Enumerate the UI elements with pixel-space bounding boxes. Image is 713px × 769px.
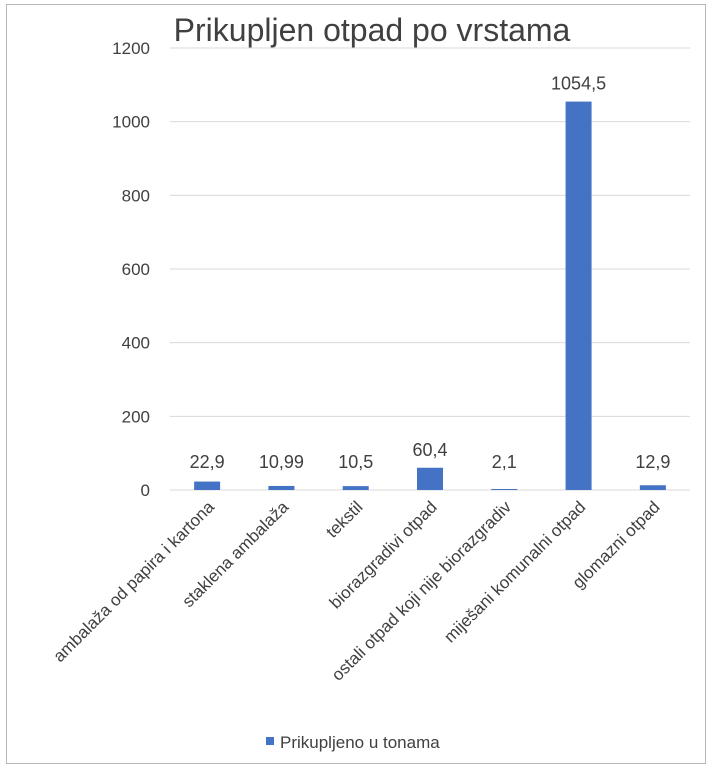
bar	[417, 468, 443, 490]
legend-label: Prikupljeno u tonama	[280, 733, 440, 752]
x-tick-label: miješani komunalni otpad	[440, 497, 589, 646]
bar	[640, 485, 666, 490]
bar	[194, 482, 220, 490]
data-label: 2,1	[492, 452, 517, 472]
bar	[268, 486, 294, 490]
y-tick-label: 200	[122, 407, 150, 426]
data-label: 10,99	[259, 452, 304, 472]
legend: Prikupljeno u tonama	[266, 733, 440, 752]
bars	[194, 102, 666, 490]
y-tick-label: 600	[122, 260, 150, 279]
y-tick-label: 1000	[112, 113, 150, 132]
y-tick-label: 0	[141, 481, 150, 500]
legend-swatch	[266, 737, 274, 745]
x-tick-label: ambalaža od papira i kartona	[50, 497, 219, 666]
data-labels: 22,9 10,99 10,5 60,4 2,1 1054,5 12,9	[190, 74, 671, 472]
bar	[566, 102, 592, 490]
data-label: 10,5	[338, 452, 373, 472]
gridlines	[170, 48, 690, 490]
bar	[491, 489, 517, 490]
y-axis-ticks: 0 200 400 600 800 1000 1200	[112, 39, 150, 500]
bar	[343, 486, 369, 490]
y-tick-label: 1200	[112, 39, 150, 58]
data-label: 60,4	[412, 440, 447, 460]
data-label: 22,9	[190, 452, 225, 472]
data-label: 12,9	[635, 452, 670, 472]
y-tick-label: 400	[122, 334, 150, 353]
chart-title: Prikupljen otpad po vrstama	[174, 12, 571, 48]
y-tick-label: 800	[122, 186, 150, 205]
x-tick-label: tekstil	[322, 497, 366, 541]
data-label: 1054,5	[551, 74, 606, 94]
